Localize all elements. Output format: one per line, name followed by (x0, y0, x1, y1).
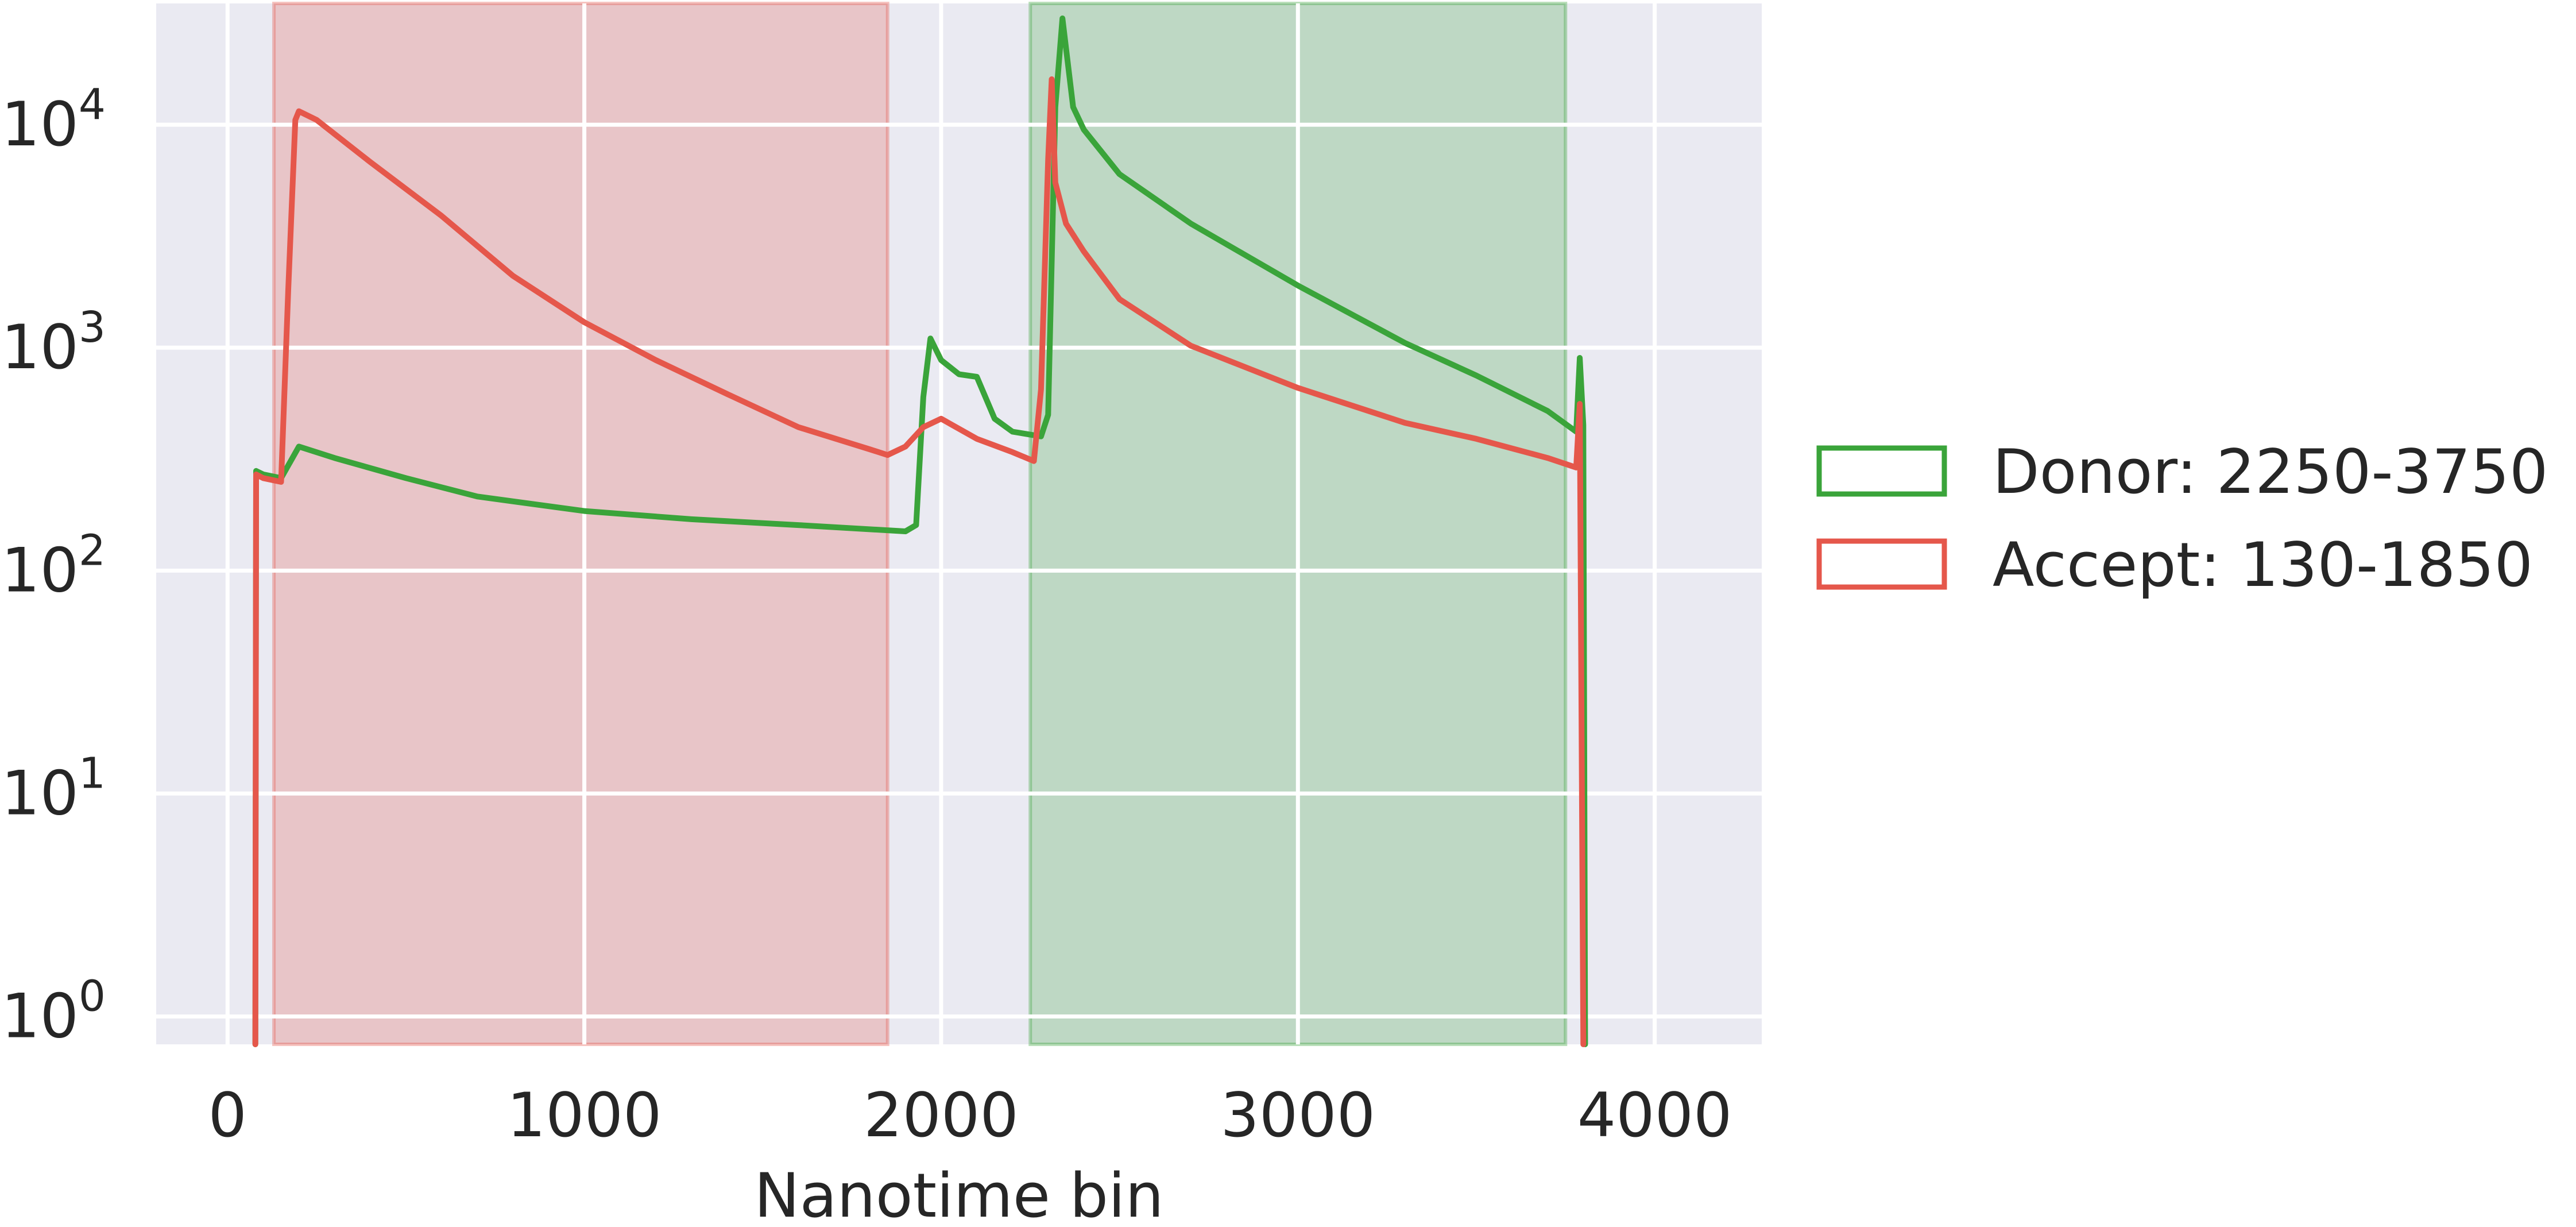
x-tick-labels: 0 1000 2000 3000 4000 (208, 1080, 1732, 1151)
y-tick-label: 100 (1, 972, 106, 1052)
y-tick-label: 102 (1, 526, 106, 605)
legend-swatch-0 (1816, 445, 1947, 497)
legend-label-0: Donor: 2250-3750 (1993, 437, 2548, 507)
legend-swatch-1 (1816, 538, 1947, 590)
series-line-1 (252, 76, 1587, 1047)
plot-background (156, 3, 1762, 1044)
y-tick-label: 104 (1, 80, 106, 160)
grid-lines (156, 3, 1762, 1044)
y-tick-label: 101 (1, 748, 106, 828)
y-tick-labels: 100 101 102 103 104 (1, 80, 106, 1051)
x-tick-label: 2000 (864, 1080, 1019, 1151)
x-axis-title: Nanotime bin (754, 1160, 1163, 1227)
series-line-0 (252, 16, 1588, 1047)
x-tick-label: 4000 (1577, 1080, 1732, 1151)
x-tick-label: 3000 (1220, 1080, 1375, 1151)
series-lines (252, 16, 1588, 1047)
y-tick-label: 103 (1, 303, 106, 383)
x-tick-label: 0 (208, 1080, 247, 1151)
x-tick-label: 1000 (507, 1080, 662, 1151)
legend: Donor: 2250-3750 Accept: 130-1850 (1816, 437, 2548, 600)
legend-label-1: Accept: 130-1850 (1993, 530, 2533, 600)
